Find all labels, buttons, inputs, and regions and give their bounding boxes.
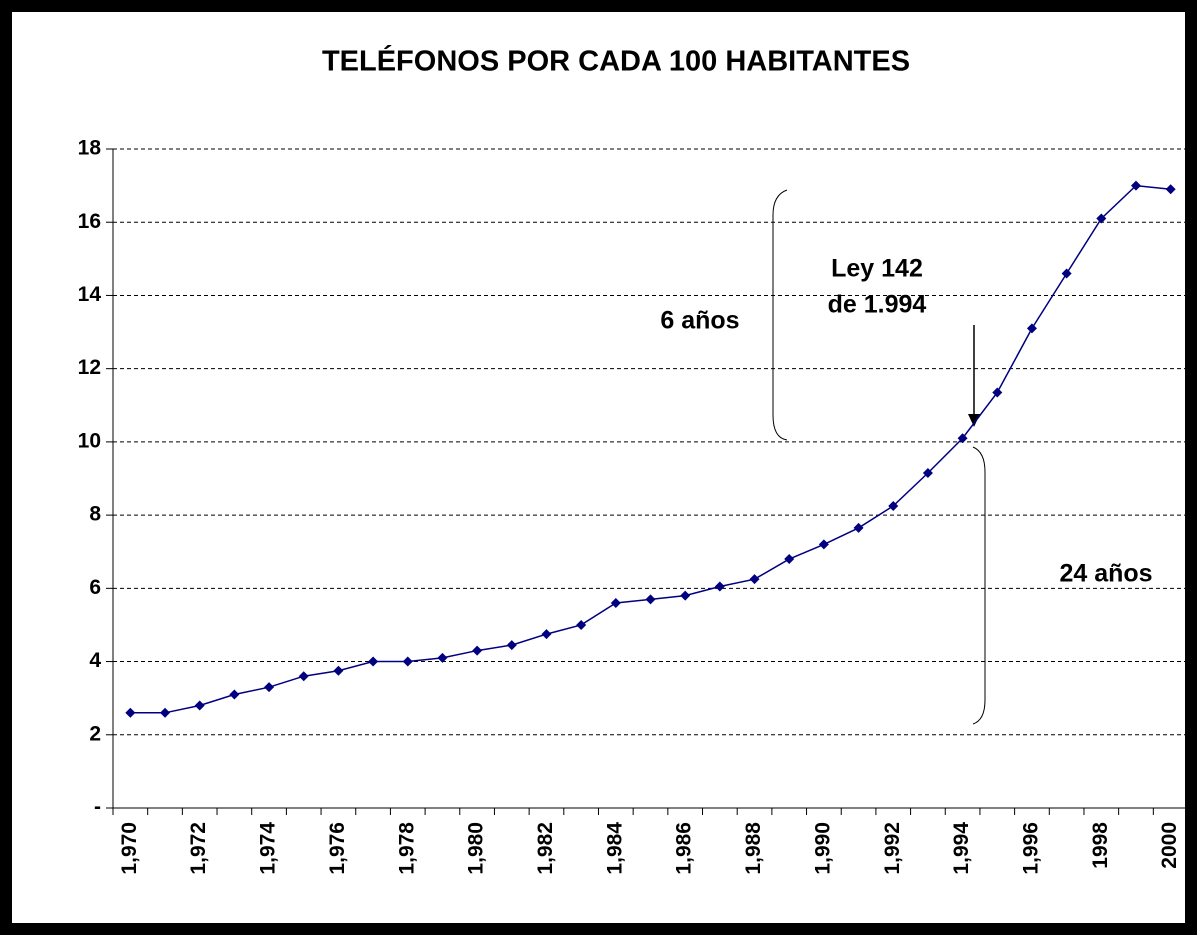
x-tick-label: 1,984 [603, 822, 626, 875]
x-tick-label: 1,994 [950, 822, 973, 875]
marker [402, 656, 413, 667]
annotation: Ley 142 [831, 255, 923, 283]
y-tick-label: 4 [89, 649, 101, 672]
marker [506, 640, 517, 651]
y-tick-label: 6 [89, 576, 101, 599]
marker [749, 574, 760, 585]
marker [160, 707, 171, 718]
x-tick-label: 2000 [1158, 822, 1181, 869]
marker [1026, 323, 1037, 334]
y-tick-label: 14 [78, 283, 102, 306]
marker [610, 597, 621, 608]
marker [888, 500, 899, 511]
marker [298, 671, 309, 682]
y-tick-label: - [94, 796, 101, 819]
marker [853, 522, 864, 533]
brace [772, 189, 788, 441]
y-tick-label: 16 [78, 210, 101, 233]
x-tick-label: 1,976 [326, 822, 349, 875]
y-tick-label: 10 [78, 429, 101, 452]
marker [125, 707, 136, 718]
annotation: 6 años [660, 307, 739, 335]
marker [1096, 213, 1107, 224]
x-tick-label: 1,978 [395, 822, 418, 875]
marker [992, 387, 1003, 398]
x-tick-label: 1,986 [673, 822, 696, 875]
annotation: 24 años [1059, 560, 1152, 588]
brace [972, 446, 986, 725]
x-tick-label: 1,972 [187, 822, 210, 875]
marker [368, 656, 379, 667]
marker [472, 645, 483, 656]
x-tick-label: 1,992 [881, 822, 904, 875]
marker [645, 594, 656, 605]
marker [922, 468, 933, 479]
marker [264, 682, 275, 693]
y-tick-label: 8 [89, 503, 101, 526]
marker [541, 629, 552, 640]
marker [714, 581, 725, 592]
x-tick-label: 1,970 [118, 822, 141, 875]
marker [818, 539, 829, 550]
marker [194, 700, 205, 711]
marker [957, 433, 968, 444]
y-tick-label: 12 [78, 356, 101, 379]
marker [333, 665, 344, 676]
marker [576, 619, 587, 630]
marker [229, 689, 240, 700]
x-tick-label: 1,988 [742, 822, 765, 875]
x-tick-label: 1998 [1089, 822, 1112, 869]
marker [437, 652, 448, 663]
marker [680, 590, 691, 601]
marker [1061, 268, 1072, 279]
y-tick-label: 2 [89, 722, 101, 745]
x-tick-label: 1,974 [257, 822, 280, 875]
x-tick-label: 1,982 [534, 822, 557, 875]
x-tick-label: 1,980 [465, 822, 488, 875]
x-tick-label: 1,996 [1019, 822, 1042, 875]
arrow-head [968, 414, 980, 427]
x-tick-label: 1,990 [811, 822, 834, 875]
marker [1130, 180, 1141, 191]
y-tick-label: 18 [78, 137, 102, 160]
marker [1165, 184, 1176, 195]
chart-title: TELÉFONOS POR CADA 100 HABITANTES [322, 44, 910, 78]
marker [784, 554, 795, 565]
annotation: de 1.994 [828, 291, 927, 319]
